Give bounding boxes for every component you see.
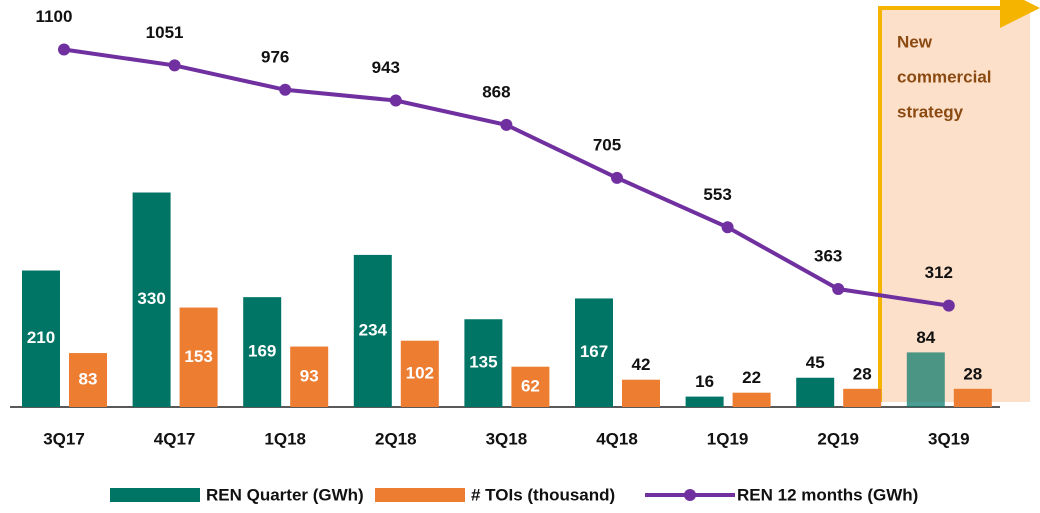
bar <box>464 319 503 407</box>
data-label: 705 <box>593 135 621 154</box>
data-label: 312 <box>925 263 953 282</box>
data-label: 42 <box>632 355 651 374</box>
data-label: 169 <box>248 342 276 361</box>
line-point <box>279 83 292 96</box>
line-point <box>942 299 955 312</box>
line-point <box>58 43 70 56</box>
data-label: 976 <box>261 47 289 66</box>
data-label: 1051 <box>146 23 184 42</box>
data-label: 84 <box>916 328 935 347</box>
bar <box>511 366 550 407</box>
x-tick-label: 2Q18 <box>375 429 417 448</box>
bar <box>906 352 945 407</box>
line-point <box>389 94 402 107</box>
legend-swatch <box>684 489 696 501</box>
x-tick-label: 2Q19 <box>817 429 859 448</box>
x-tick-label: 4Q17 <box>154 429 196 448</box>
data-label: 167 <box>580 342 608 361</box>
annotation-line: commercial <box>897 67 992 86</box>
data-label: 868 <box>482 82 510 101</box>
highlight-region <box>880 8 1030 402</box>
x-tick-label: 3Q19 <box>928 429 970 448</box>
data-label: 16 <box>695 372 714 391</box>
bar <box>132 192 171 407</box>
line-point <box>500 118 513 131</box>
data-label: 22 <box>742 368 761 387</box>
bar <box>179 307 218 407</box>
data-label: 102 <box>406 363 434 382</box>
legend-swatch <box>110 488 200 502</box>
data-label: 553 <box>703 185 731 204</box>
bar <box>400 340 439 407</box>
bar <box>290 346 329 407</box>
x-tick-label: 3Q17 <box>43 429 85 448</box>
data-label: 330 <box>137 289 165 308</box>
x-tick-label: 4Q18 <box>596 429 638 448</box>
legend-label: REN Quarter (GWh) <box>206 485 364 504</box>
bar <box>243 297 282 407</box>
data-label: 93 <box>300 366 319 385</box>
annotation: New commercial strategy <box>897 32 992 121</box>
bar <box>22 270 60 407</box>
data-label: 943 <box>372 58 400 77</box>
legend-label: # TOIs (thousand) <box>471 485 615 504</box>
x-tick-label: 3Q18 <box>486 429 528 448</box>
legend-label: REN 12 months (GWh) <box>737 485 918 504</box>
data-label: 28 <box>963 364 982 383</box>
data-label: 1100 <box>36 7 73 26</box>
bar <box>732 392 771 407</box>
data-label: 83 <box>79 370 98 389</box>
bar <box>953 388 992 407</box>
bar <box>622 379 660 407</box>
annotation-line: New <box>897 32 933 51</box>
legend-swatch <box>375 488 465 502</box>
annotation-line: strategy <box>897 102 964 121</box>
x-tick-label: 1Q18 <box>264 429 306 448</box>
line-point <box>611 171 623 184</box>
bar <box>796 377 835 407</box>
data-label: 210 <box>27 328 55 347</box>
bar <box>575 298 613 407</box>
data-label: 363 <box>814 247 842 266</box>
bar <box>353 254 392 407</box>
bar <box>843 388 882 407</box>
x-tick-label: 1Q19 <box>707 429 749 448</box>
line-point <box>721 221 734 234</box>
data-label: 135 <box>469 353 497 372</box>
line-point <box>168 59 181 72</box>
bar <box>685 396 724 407</box>
data-label: 153 <box>184 347 212 366</box>
data-label: 234 <box>359 320 388 339</box>
data-label: 62 <box>521 376 540 395</box>
data-label: 45 <box>806 353 825 372</box>
bar <box>69 353 107 407</box>
data-label: 28 <box>853 364 872 383</box>
line-point <box>832 283 845 296</box>
